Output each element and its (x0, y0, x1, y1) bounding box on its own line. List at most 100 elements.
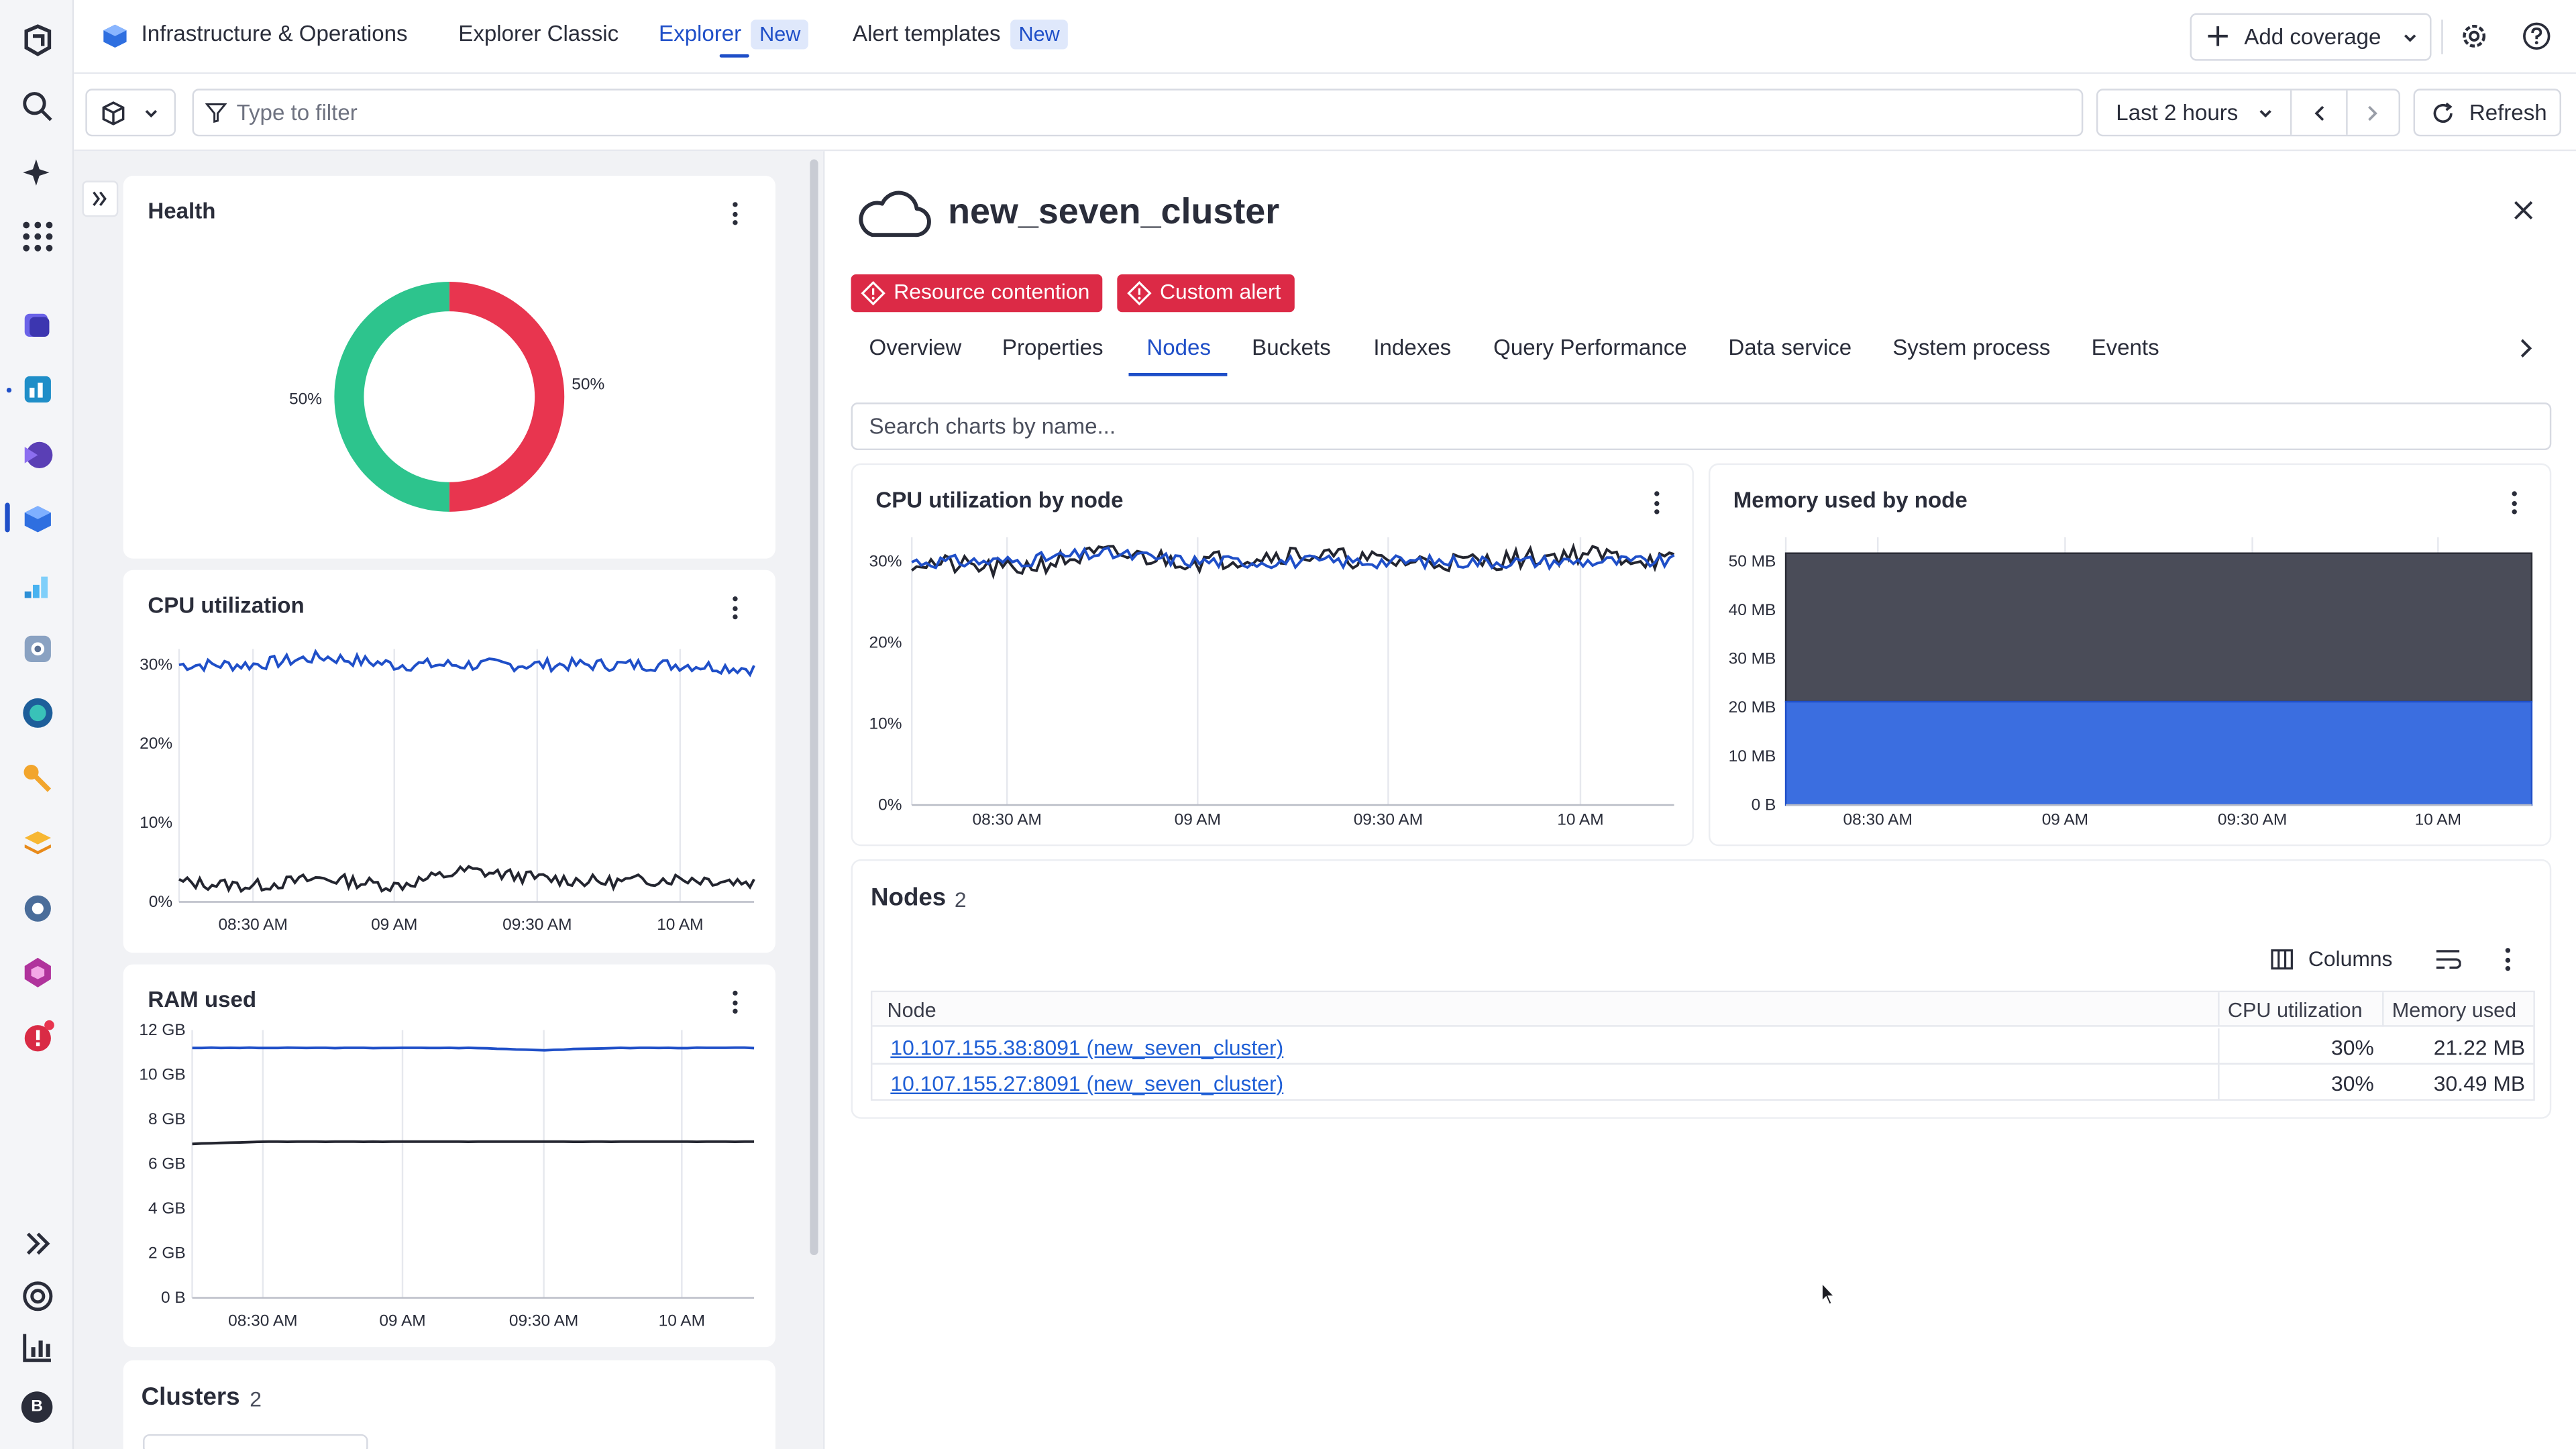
more-options-icon[interactable] (1654, 491, 1661, 515)
health-left-pct: 50% (289, 390, 323, 409)
tab-events[interactable]: Events (2091, 335, 2159, 360)
help-icon[interactable] (2522, 21, 2551, 51)
timeframe-selector[interactable]: Last 2 hours (2096, 89, 2400, 137)
col-header-node[interactable]: Node (887, 998, 936, 1022)
chevron-down-icon (2257, 105, 2273, 121)
ram-title: RAM used (148, 987, 257, 1012)
infrastructure-app-icon[interactable] (19, 501, 56, 537)
y-tick-label: 20% (140, 735, 172, 753)
workflows-app-icon[interactable] (19, 307, 56, 343)
chevron-down-icon (2402, 30, 2418, 46)
entity-title: new_seven_cluster (948, 191, 1280, 232)
refresh-button[interactable]: Refresh (2413, 89, 2561, 137)
tab-query-performance[interactable]: Query Performance (1493, 335, 1687, 360)
analytics-icon[interactable] (19, 1329, 56, 1365)
custom-alert-tag[interactable]: Custom alert (1117, 274, 1295, 313)
cpu-by-node-card: CPU utilization by node 30% 20% 10% 0% 08:30… (851, 463, 1694, 847)
y-tick-label: 8 GB (148, 1110, 186, 1128)
x-tick-label: 08:30 AM (1843, 810, 1913, 828)
node-link[interactable]: 10.107.155.27:8091 (new_seven_cluster) (890, 1071, 1284, 1096)
chevron-down-icon (143, 105, 159, 121)
more-options-icon[interactable] (733, 202, 739, 225)
y-tick-label: 0% (149, 893, 172, 911)
logs-app-icon[interactable] (19, 567, 56, 603)
x-tick-label: 09:30 AM (2218, 810, 2287, 828)
x-tick-label: 09:30 AM (509, 1311, 578, 1330)
wrap-lines-icon[interactable] (2434, 947, 2461, 973)
tab-system-process[interactable]: System process (1892, 335, 2051, 360)
help-support-icon[interactable] (19, 1278, 56, 1314)
clusters-count: 2 (250, 1386, 262, 1411)
x-tick-label: 08:30 AM (973, 810, 1042, 828)
gear-app-icon[interactable] (19, 890, 56, 926)
x-tick-label: 10 AM (2415, 810, 2461, 828)
close-icon[interactable] (2512, 199, 2535, 221)
col-header-memory[interactable]: Memory used (2392, 998, 2517, 1022)
new-badge: New (751, 19, 809, 50)
table-row[interactable]: 10.107.155.27:8091 (new_seven_cluster) 3… (872, 1064, 2533, 1101)
tab-data-service[interactable]: Data service (1728, 335, 1852, 360)
filter-input[interactable]: Type to filter (192, 89, 2084, 137)
tabs-scroll-right-icon[interactable] (2517, 337, 2533, 360)
more-options-icon[interactable] (733, 596, 739, 620)
cluster-toolbar[interactable] (143, 1434, 368, 1449)
user-avatar[interactable]: B (21, 1391, 53, 1423)
more-options-icon[interactable] (2512, 491, 2519, 515)
col-header-cpu[interactable]: CPU utilization (2227, 998, 2363, 1022)
add-coverage-button[interactable]: Add coverage (2190, 13, 2432, 61)
nodes-table: Node CPU utilization Memory used 10.107.… (870, 990, 2535, 1101)
node-link[interactable]: 10.107.155.38:8091 (new_seven_cluster) (890, 1034, 1284, 1060)
settings-gear-icon[interactable] (2459, 21, 2489, 51)
expand-panel-button[interactable] (82, 180, 119, 217)
memory-cell: 30.49 MB (2433, 1071, 2526, 1096)
security-app-icon[interactable] (19, 955, 56, 991)
tab-explorer-classic[interactable]: Explorer Classic (458, 21, 619, 46)
apps-grid-icon[interactable] (19, 219, 56, 255)
more-options-icon[interactable] (2505, 948, 2512, 971)
tab-indexes[interactable]: Indexes (1373, 335, 1452, 360)
sparkle-icon[interactable] (19, 154, 56, 191)
donut-slice-healthy (334, 282, 449, 512)
cpu-utilization-chart: 30% 20% 10% 0% 08:30 AM 09 AM 09:30 AM 10 AM (140, 649, 755, 934)
dynatrace-logo-icon[interactable] (19, 23, 56, 59)
tab-explorer[interactable]: Explorer New (659, 19, 809, 50)
x-tick-label: 10 AM (1557, 810, 1603, 828)
chart-search-input[interactable]: Search charts by name... (851, 402, 2552, 451)
warning-diamond-icon (861, 280, 885, 306)
app-title[interactable]: Infrastructure & Operations (141, 21, 408, 46)
more-options-icon[interactable] (733, 990, 739, 1014)
y-tick-label: 20 MB (1729, 698, 1776, 716)
clusters-title: Clusters (141, 1383, 240, 1411)
hub-app-icon[interactable] (19, 695, 56, 731)
tab-alert-templates[interactable]: Alert templates New (853, 19, 1069, 50)
tag-label: Resource contention (894, 279, 1090, 305)
notebooks-app-icon[interactable] (19, 437, 56, 473)
chevron-left-icon[interactable] (2312, 103, 2328, 123)
stack-app-icon[interactable] (19, 824, 56, 861)
table-header: Node CPU utilization Memory used (872, 992, 2534, 1027)
search-icon[interactable] (19, 89, 56, 125)
filter-placeholder: Type to filter (236, 100, 358, 125)
scrollbar[interactable] (810, 159, 818, 1256)
entity-type-selector[interactable] (85, 89, 176, 137)
settings-app-icon[interactable] (19, 631, 56, 667)
tab-buckets[interactable]: Buckets (1252, 335, 1331, 360)
app-rail: B (0, 0, 74, 1449)
table-row[interactable]: 10.107.155.38:8091 (new_seven_cluster) 3… (872, 1028, 2534, 1065)
series-line (192, 1046, 755, 1052)
tab-overview[interactable]: Overview (869, 335, 962, 360)
timeframe-label: Last 2 hours (2116, 100, 2239, 125)
problems-app-icon[interactable] (19, 1018, 56, 1055)
resource-contention-tag[interactable]: Resource contention (851, 274, 1103, 313)
tab-alert-templates-label: Alert templates (853, 21, 1001, 46)
y-tick-label: 10% (869, 714, 902, 733)
chevron-right-icon[interactable] (2364, 103, 2380, 123)
key-app-icon[interactable] (19, 761, 56, 797)
columns-button[interactable]: Columns (2267, 943, 2402, 976)
nodes-count: 2 (954, 887, 967, 912)
tab-properties[interactable]: Properties (1002, 335, 1104, 360)
tab-nodes[interactable]: Nodes (1146, 335, 1211, 360)
expand-rail-icon[interactable] (19, 1226, 56, 1262)
dashboards-app-icon[interactable] (19, 371, 56, 407)
active-dot (6, 387, 12, 393)
